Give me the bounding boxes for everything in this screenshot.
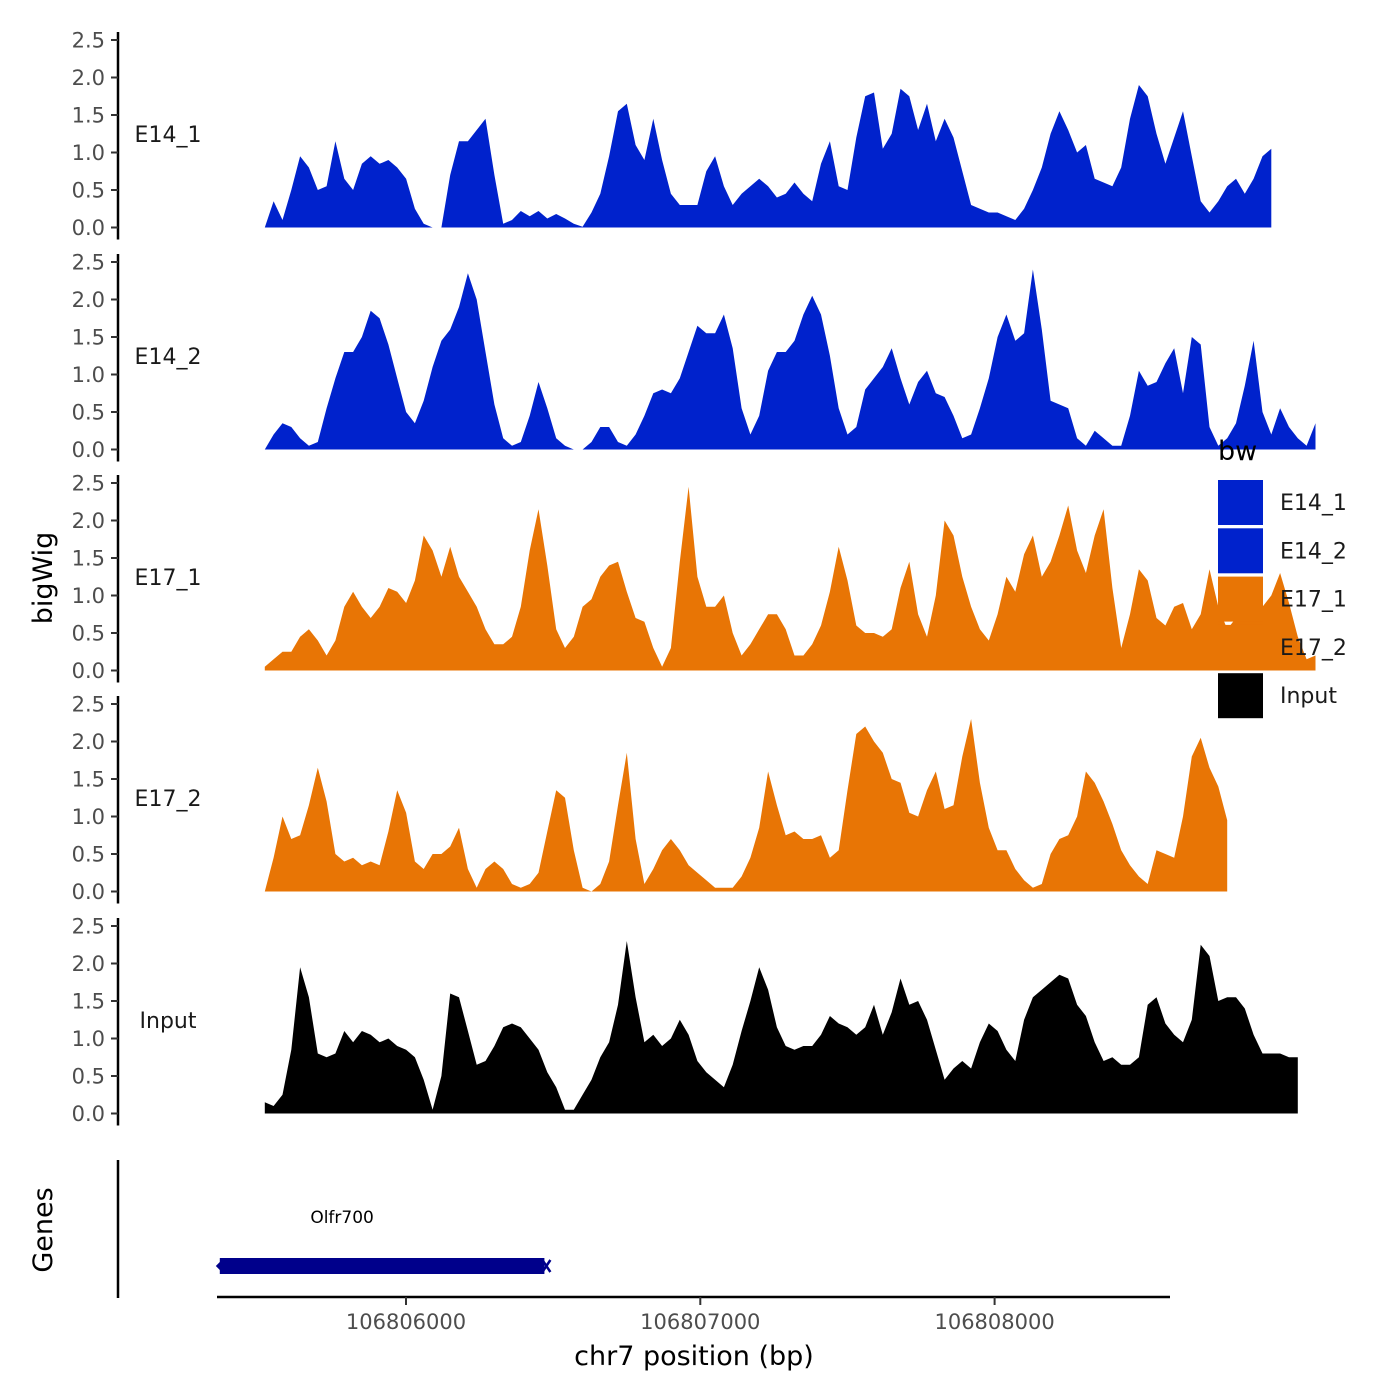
legend-swatch-e14-1 <box>1218 480 1263 525</box>
gene-strand-arrow <box>215 1260 222 1272</box>
y-tick-label: 1.0 <box>72 363 105 387</box>
legend-label: Input <box>1280 684 1337 709</box>
y-tick-label: 0.5 <box>72 622 105 646</box>
y-tick-label: 1.0 <box>72 584 105 608</box>
y-tick-label: 2.5 <box>72 29 105 53</box>
y-tick-label: 2.5 <box>72 693 105 717</box>
x-tick-label: 106807000 <box>640 1310 760 1334</box>
genes-panel: Olfr700 <box>116 1160 552 1298</box>
series-area-e17-1 <box>264 486 1316 671</box>
legend-label: E17_2 <box>1280 636 1347 661</box>
y-tick-label: 2.0 <box>72 952 105 976</box>
genes-axis-title: Genes <box>28 1187 59 1272</box>
y-tick-label: 2.5 <box>72 915 105 939</box>
legend-title: bw <box>1218 436 1257 467</box>
track-label: E17_1 <box>135 566 202 591</box>
track-label: E14_1 <box>135 123 202 148</box>
y-tick-label: 2.0 <box>72 730 105 754</box>
y-tick-label: 2.0 <box>72 509 105 533</box>
y-tick-label: 0.0 <box>72 216 105 240</box>
y-tick-label: 1.0 <box>72 805 105 829</box>
y-axis-title: bigWig <box>28 532 59 625</box>
y-tick-label: 2.5 <box>72 472 105 496</box>
y-tick-label: 0.5 <box>72 179 105 203</box>
y-tick-label: 2.0 <box>72 288 105 312</box>
track-label: E14_2 <box>135 345 202 370</box>
gene-label: Olfr700 <box>310 1208 374 1228</box>
y-tick-label: 1.5 <box>72 326 105 350</box>
x-tick-label: 106808000 <box>934 1310 1054 1334</box>
track-e17-1: 0.0 0.5 1.0 1.5 2.0 2.5 E17_1 <box>72 472 1316 683</box>
track-e14-2: 0.0 0.5 1.0 1.5 2.0 2.5 E14_2 <box>72 251 1316 462</box>
legend-label: E17_1 <box>1280 588 1347 613</box>
y-tick-label: 0.0 <box>72 438 105 462</box>
legend-swatch-input <box>1218 673 1263 719</box>
legend-label: E14_2 <box>1280 539 1347 564</box>
y-tick-label: 1.5 <box>72 104 105 128</box>
x-tick-label: 106806000 <box>346 1310 466 1334</box>
series-area-e17-2 <box>264 719 1228 892</box>
legend-label: E14_1 <box>1280 491 1347 516</box>
x-axis-title: chr7 position (bp) <box>574 1341 814 1372</box>
y-tick-label: 1.5 <box>72 547 105 571</box>
y-tick-label: 0.5 <box>72 401 105 425</box>
y-tick-label: 2.0 <box>72 66 105 90</box>
y-tick-label: 0.0 <box>72 659 105 683</box>
series-area-e14-1 <box>264 85 1272 228</box>
y-tick-label: 1.5 <box>72 768 105 792</box>
legend: bw E14_1 E14_2 E17_1 E17_2 Input <box>1218 436 1347 719</box>
track-e14-1: 0.0 0.5 1.0 1.5 2.0 2.5 E14_1 <box>72 29 1272 240</box>
track-input: 0.0 0.5 1.0 1.5 2.0 2.5 Input <box>72 915 1298 1126</box>
track-e17-2: 0.0 0.5 1.0 1.5 2.0 2.5 E17_2 <box>72 693 1228 904</box>
y-tick-label: 2.5 <box>72 251 105 275</box>
y-tick-label: 0.0 <box>72 880 105 904</box>
legend-swatch-e17-2 <box>1218 624 1263 670</box>
y-tick-label: 1.0 <box>72 141 105 165</box>
bigwig-tracks: 0.0 0.5 1.0 1.5 2.0 2.5 E14_1 0.0 0.5 1.0 1.5 2.0 2.… <box>72 29 1316 1126</box>
y-tick-label: 1.0 <box>72 1027 105 1051</box>
track-label: Input <box>140 1009 197 1034</box>
legend-swatch-e17-1 <box>1218 576 1263 622</box>
y-tick-label: 1.5 <box>72 990 105 1014</box>
y-tick-label: 0.0 <box>72 1102 105 1126</box>
y-tick-label: 0.5 <box>72 1065 105 1089</box>
y-tick-label: 0.5 <box>72 843 105 867</box>
series-area-e14-2 <box>264 269 1316 450</box>
track-label: E17_2 <box>135 787 202 812</box>
legend-swatch-e14-2 <box>1218 528 1263 574</box>
gene-body <box>219 1258 545 1274</box>
gene-end-marker <box>541 1259 552 1273</box>
x-axis: 106806000 106807000 106808000 <box>217 1295 1170 1334</box>
series-area-input <box>264 941 1298 1114</box>
